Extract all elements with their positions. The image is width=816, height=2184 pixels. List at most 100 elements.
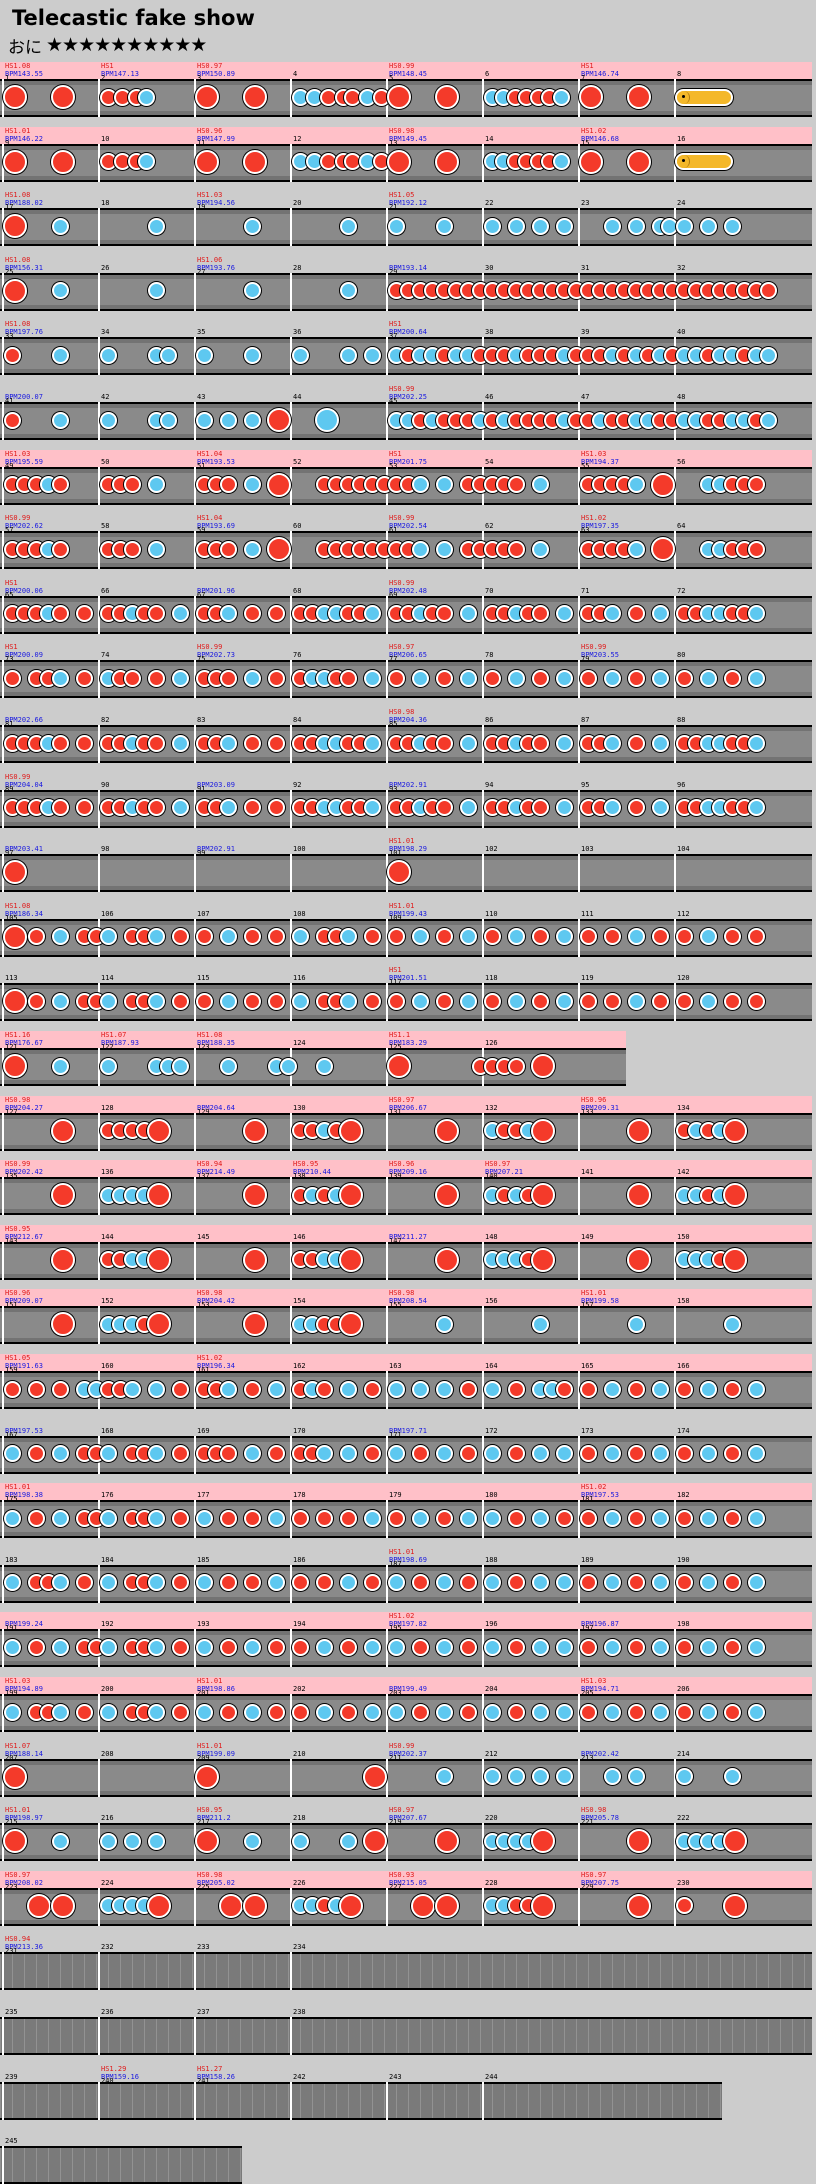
- ka-note: [747, 1445, 765, 1463]
- scroll-speed-label: HS1.03: [197, 191, 223, 200]
- ka-note: [147, 217, 165, 235]
- don-note: [243, 1574, 261, 1592]
- bpm-label: BPM213.36: [5, 1943, 43, 1952]
- ka-note: [483, 1380, 501, 1398]
- don-note: [171, 1445, 189, 1463]
- measure-number: 79: [581, 655, 590, 664]
- measure-number: 35: [197, 328, 206, 337]
- scroll-speed-label: HS0.99: [5, 514, 31, 523]
- don-note: [339, 1638, 357, 1656]
- don-big-note: [243, 1893, 267, 1918]
- scroll-speed-label: HS1.03: [581, 1677, 607, 1685]
- scroll-speed-label: HS1.01: [197, 1741, 223, 1750]
- ka-note: [555, 217, 573, 235]
- ka-note: [51, 1445, 69, 1463]
- don-big-note: [51, 149, 75, 174]
- measure-number: 230: [677, 1878, 690, 1887]
- don-note: [363, 1445, 381, 1463]
- measure-number: 185: [197, 1555, 210, 1564]
- bar-line: [194, 1500, 196, 1539]
- measure-number: 170: [293, 1426, 306, 1435]
- bar-line: [386, 2081, 388, 2120]
- don-note: [243, 799, 261, 817]
- scroll-speed-label: HS1.04: [197, 449, 223, 458]
- don-big-note: [531, 1893, 555, 1918]
- don-note: [723, 1703, 741, 1721]
- bpm-label: BPM192.12: [389, 199, 427, 208]
- bar-line: [290, 79, 292, 117]
- bar-line: [674, 1371, 676, 1409]
- ka-note: [243, 411, 261, 429]
- bar-line: [98, 1694, 100, 1732]
- scroll-speed-label: HS1.29: [101, 2064, 127, 2073]
- ka-note: [51, 346, 69, 364]
- measure-number: 150: [677, 1232, 690, 1241]
- measure-number: 52: [293, 457, 302, 466]
- don-big-note: [627, 1183, 651, 1208]
- bar-line: [2, 1629, 4, 1668]
- measure-number: 89: [5, 784, 14, 793]
- ka-note: [627, 476, 645, 494]
- ka-note: [291, 992, 309, 1010]
- ka-note: [411, 1509, 429, 1527]
- ka-note: [507, 992, 525, 1010]
- bar-line: [98, 466, 100, 505]
- measure-number: 57: [5, 526, 14, 535]
- ka-note: [627, 928, 645, 946]
- don-big-note: [51, 1183, 75, 1208]
- don-big-note: [243, 1183, 267, 1208]
- ka-note: [531, 476, 549, 494]
- bar-line: [290, 208, 292, 247]
- scroll-speed-label: HS0.93: [389, 1870, 415, 1879]
- ka-note: [219, 734, 237, 752]
- ka-note: [51, 1638, 69, 1656]
- ka-note: [483, 1703, 501, 1721]
- measure-number: 126: [485, 1039, 498, 1047]
- measure-number: 241: [197, 2076, 210, 2085]
- bpm-label: BPM202.66: [5, 716, 43, 724]
- don-big-note: [339, 1312, 363, 1337]
- ka-note: [3, 1703, 21, 1721]
- don-note: [723, 1509, 741, 1527]
- measure-number: 242: [293, 2072, 306, 2081]
- bar-line: [386, 272, 388, 311]
- ka-note: [483, 1768, 501, 1786]
- measure-number: 217: [197, 1818, 210, 1827]
- measure-number: 143: [5, 1236, 18, 1245]
- bar-line: [2, 466, 4, 505]
- don-note: [387, 669, 405, 687]
- measure-number: 186: [293, 1555, 306, 1564]
- measure-number: 86: [485, 716, 494, 724]
- bar-line: [482, 1758, 484, 1797]
- measure-number: 235: [5, 2008, 18, 2016]
- measure-number: 100: [293, 845, 306, 854]
- drumroll-note: [675, 153, 733, 171]
- measure-number: 98: [101, 845, 110, 854]
- bar-line: [194, 1371, 196, 1409]
- don-big-note: [627, 1829, 651, 1854]
- difficulty-label: おに: [8, 37, 42, 58]
- ka-note: [147, 928, 165, 946]
- star-rating: ★★★★★★★★★★: [46, 34, 207, 56]
- don-note: [507, 1703, 525, 1721]
- bar-line: [194, 208, 196, 247]
- measure-number: 6: [485, 70, 490, 78]
- measure-number: 236: [101, 2008, 114, 2016]
- scroll-speed-label: HS1: [389, 320, 402, 329]
- don-big-note: [339, 1118, 363, 1143]
- don-big-note: [387, 85, 411, 109]
- don-note: [507, 540, 525, 558]
- chart-row: HS1.08 BPM143.55 1 HS1 BPM147.13 2 HS0.97 BPM15…: [0, 62, 812, 117]
- measure-number: 127: [5, 1107, 18, 1116]
- measure-number: 16: [677, 134, 686, 143]
- don-big-note: [3, 149, 27, 174]
- bpm-label: BPM198.38: [5, 1491, 43, 1500]
- don-note: [219, 476, 237, 494]
- measure-number: 76: [293, 651, 302, 660]
- bar-line: [578, 1694, 580, 1732]
- bpm-label: BPM204.27: [5, 1103, 43, 1112]
- bar-line: [194, 1887, 196, 1926]
- bar-line: [386, 1435, 388, 1474]
- measure-number: 149: [581, 1232, 594, 1241]
- bar-line: [2, 337, 4, 376]
